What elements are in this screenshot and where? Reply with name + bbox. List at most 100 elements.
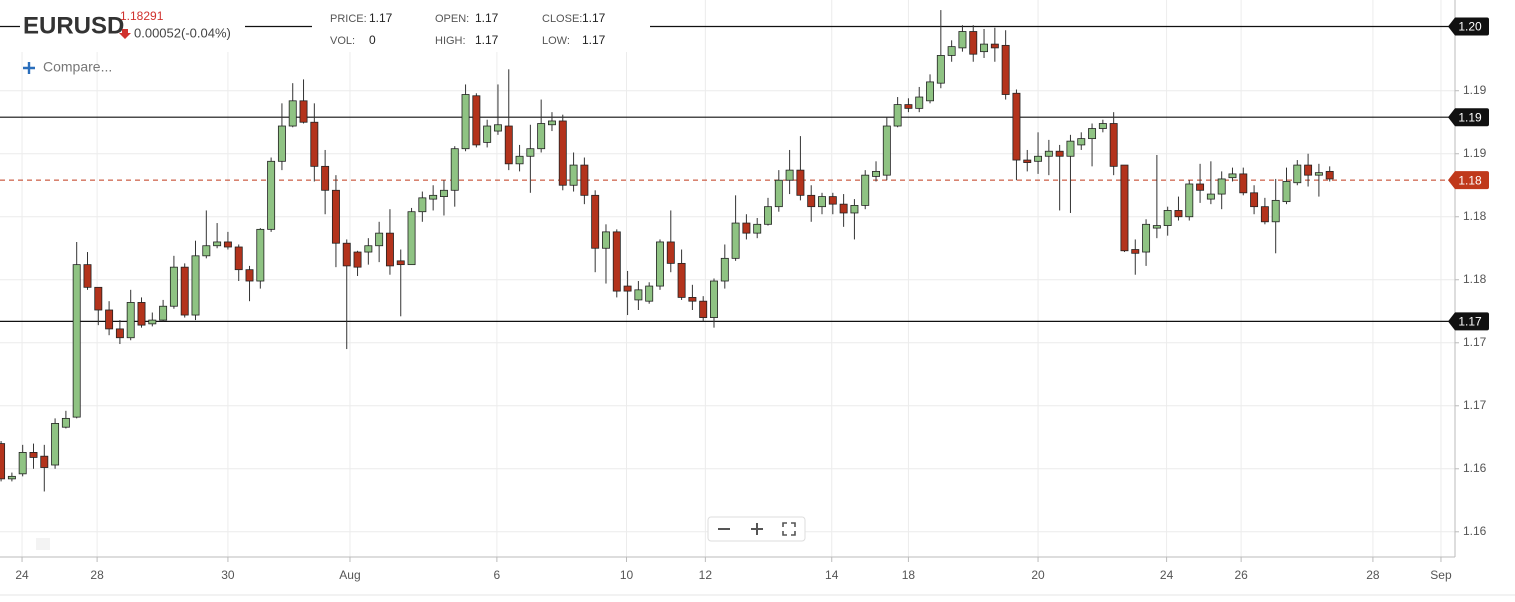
candle-body [872,170,880,177]
fullscreen[interactable] [782,522,796,536]
y-tick-label: 1.18 [1463,272,1487,286]
candle-body [364,245,373,253]
x-tick-label: 28 [90,568,104,582]
candle-body [1314,172,1323,176]
candle-body [1142,223,1151,253]
candle-body [105,309,114,330]
candle-body [753,223,762,234]
candle-body [310,121,319,167]
candle-body [893,104,902,127]
info-label: VOL: [330,35,355,47]
scroll-handle [36,538,50,550]
y-tick-label: 1.18 [1463,209,1487,223]
change: 0.00052(-0.04%) [134,25,231,40]
candle-body [0,443,6,480]
candle-body [342,242,351,267]
candle-body [256,228,265,282]
candle-body [461,94,470,150]
candle-body [234,246,243,271]
price: 1.18291 [120,9,164,23]
info-value: 1.17 [475,33,499,47]
candle-body [429,194,438,200]
compare[interactable]: Compare... [43,59,112,75]
info-bg [312,0,650,52]
x-tick-label: 10 [620,568,634,582]
candle-body [483,125,492,143]
zoom-in[interactable] [751,523,763,535]
candle-body [277,125,286,162]
candle-body [807,194,816,208]
y-tick-label: 1.17 [1463,398,1487,412]
candle-body [774,179,783,208]
candle-body [710,280,718,318]
candle-body [385,232,394,267]
candle-body [1325,170,1334,180]
candle-body [785,169,794,181]
candle-body [688,297,697,302]
candle-body [40,455,49,468]
candle-body [504,125,513,165]
info-label: PRICE: [330,13,367,25]
header-bg [20,0,245,52]
x-tick-label: 18 [902,568,916,582]
candle-body [656,241,664,287]
candle-body [818,196,826,208]
candle-body [126,302,135,339]
y-tick-label: 1.16 [1463,524,1487,538]
candle-body [1109,123,1118,167]
candle-body [1196,183,1205,191]
x-tick-label: Sep [1430,568,1452,582]
candle-body [169,266,178,307]
level-tag [1448,312,1489,331]
candle-body [828,196,837,205]
price-label: 1.18 [1458,173,1482,187]
zoom-controls [707,516,806,542]
candle-body [796,169,805,196]
price-tag [1448,171,1489,190]
symbol: EURUSD [23,12,124,39]
candle-body [699,300,708,318]
candle-body [1293,164,1302,184]
candle-body [223,241,232,248]
info-value: 0 [369,33,376,47]
x-tick-label: 12 [699,568,713,582]
candle-body [720,257,729,282]
candle-body [51,423,60,466]
candle-body [1023,159,1032,163]
x-tick-label: 24 [1160,568,1174,582]
x-tick-label: 14 [825,568,839,582]
candle-body [1034,155,1043,162]
candle-body [137,302,146,326]
compare-plus[interactable] [23,62,35,74]
level-tag [1448,17,1489,36]
candle-body [926,81,934,102]
candle-body [115,328,124,339]
candle-body [267,160,276,230]
candle-body [764,206,772,225]
candle-body [537,123,546,150]
candle-body [1012,92,1021,161]
candle-body [94,286,103,311]
info-label: CLOSE: [542,13,582,25]
y-tick-label: 1.19 [1463,83,1487,97]
x-tick-label: 24 [15,568,29,582]
candle-body [321,165,330,191]
level-label: 1.19 [1458,110,1482,124]
candle-body [396,260,405,266]
candle-body [1152,225,1161,229]
x-tick-label: 28 [1366,568,1380,582]
candle-body [1250,192,1259,208]
candle-body [353,251,362,268]
level-label: 1.20 [1458,20,1482,34]
candle-body [731,222,740,259]
candle-body [1239,173,1248,194]
candle-body [515,155,524,165]
candle-body [213,241,222,247]
candle-body [202,245,211,257]
candle-body [1077,138,1086,146]
candle-body [288,100,297,127]
candle-body [882,125,891,176]
candle-body [439,189,448,197]
candle-body [1088,128,1097,140]
